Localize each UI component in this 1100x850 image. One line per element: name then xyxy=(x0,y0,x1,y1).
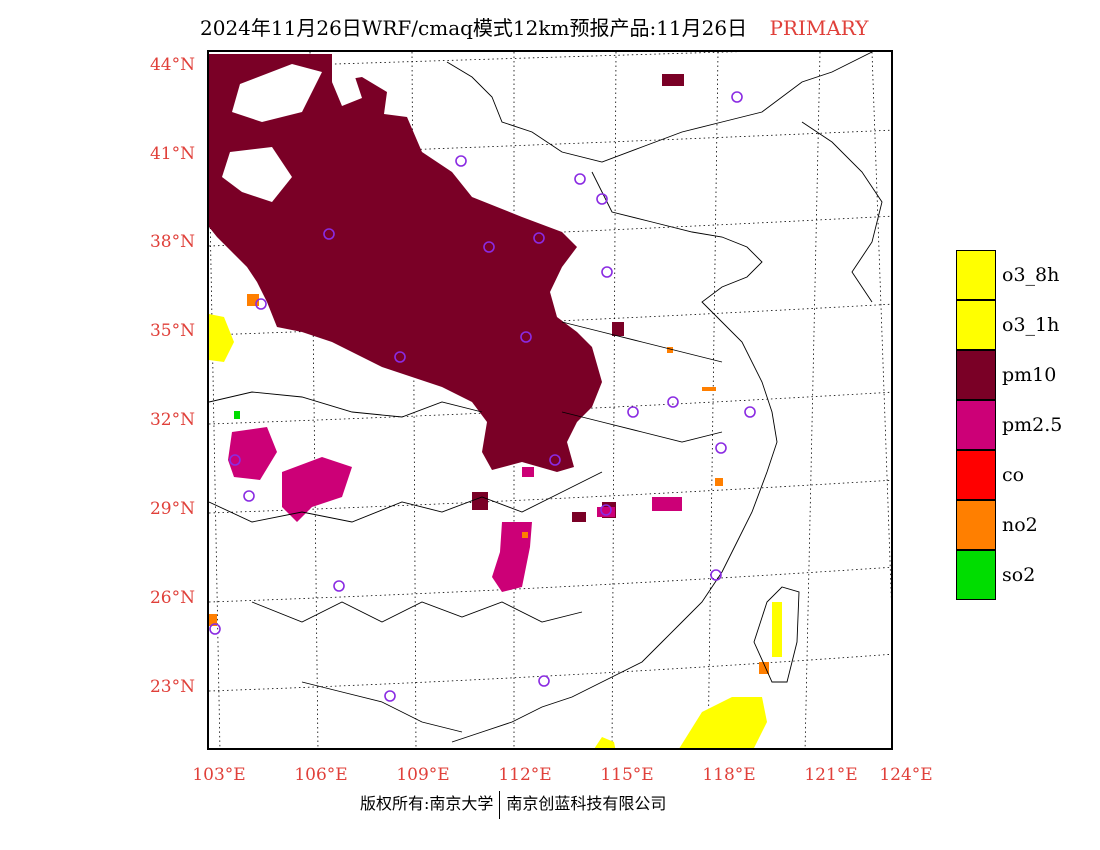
boundary-lines xyxy=(209,52,883,743)
legend-label-pm25: pm2.5 xyxy=(1002,414,1063,436)
lon-label-109: 109°E xyxy=(396,765,450,785)
legend-swatch-pm10 xyxy=(956,350,996,400)
pm10-region xyxy=(209,54,684,522)
station-markers xyxy=(209,91,756,702)
legend-label-no2: no2 xyxy=(1002,514,1038,536)
lat-label-29: 29°N xyxy=(149,499,195,519)
lat-label-26: 26°N xyxy=(149,588,195,608)
pm25-region xyxy=(228,427,682,592)
legend-swatch-no2 xyxy=(956,500,996,550)
legend-swatch-co xyxy=(956,450,996,500)
footer-divider xyxy=(499,790,501,819)
legend-label-pm10: pm10 xyxy=(1002,364,1057,386)
legend-swatch-o3-8h xyxy=(956,250,996,300)
map-title: 2024年11月26日WRF/cmaq模式12km预报产品:11月26日 PRI… xyxy=(200,12,868,41)
legend-swatch-so2 xyxy=(956,550,996,600)
lat-label-23: 23°N xyxy=(149,677,195,697)
lon-label-112: 112°E xyxy=(498,765,552,785)
copyright-right: 南京创蓝科技有限公司 xyxy=(506,794,667,813)
lon-label-106: 106°E xyxy=(294,765,348,785)
lon-label-121: 121°E xyxy=(804,765,858,785)
longitude-gridlines xyxy=(209,52,891,748)
legend-label-o3-1h: o3_1h xyxy=(1002,314,1060,336)
copyright-footer: 版权所有:南京大学 南京创蓝科技有限公司 xyxy=(360,790,666,819)
lon-label-124: 124°E xyxy=(879,765,933,785)
lat-label-38: 38°N xyxy=(149,232,195,252)
legend-label-co: co xyxy=(1002,464,1025,486)
legend-swatch-o3-1h xyxy=(956,300,996,350)
lat-label-44: 44°N xyxy=(149,55,195,75)
map-svg xyxy=(209,52,891,748)
primary-tag: PRIMARY xyxy=(769,16,869,40)
copyright-left: 版权所有:南京大学 xyxy=(360,794,494,813)
legend-swatch-pm25 xyxy=(956,400,996,450)
lon-label-103: 103°E xyxy=(192,765,246,785)
lon-label-118: 118°E xyxy=(702,765,756,785)
map-frame xyxy=(207,50,893,750)
lat-label-35: 35°N xyxy=(149,321,195,341)
legend-label-so2: so2 xyxy=(1002,564,1036,586)
lat-label-41: 41°N xyxy=(149,144,195,164)
o3-region xyxy=(209,314,782,748)
lat-label-32: 32°N xyxy=(149,410,195,430)
legend-label-o3-8h: o3_8h xyxy=(1002,264,1060,286)
title-text: 2024年11月26日WRF/cmaq模式12km预报产品:11月26日 xyxy=(200,16,748,40)
so2-patch xyxy=(234,411,240,419)
lon-label-115: 115°E xyxy=(600,765,654,785)
